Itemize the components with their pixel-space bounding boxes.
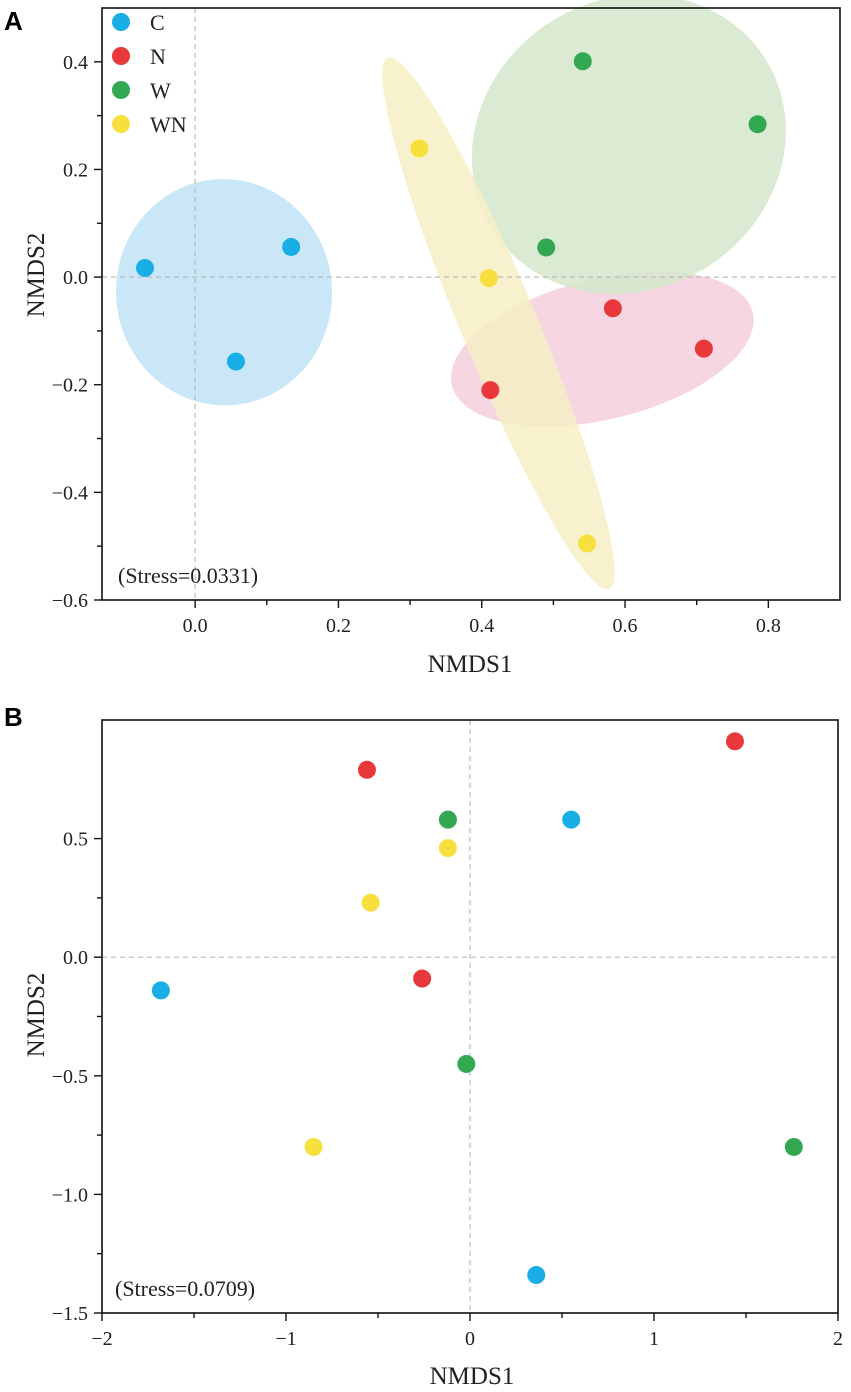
point-w bbox=[573, 52, 592, 71]
point-w bbox=[438, 810, 457, 829]
legend-marker-n bbox=[112, 47, 130, 65]
point-wn bbox=[479, 269, 498, 288]
legend-marker-c bbox=[112, 13, 130, 31]
point-c bbox=[282, 237, 301, 256]
ellipse-wn bbox=[382, 57, 615, 590]
y-tick-label: 0.5 bbox=[63, 829, 88, 851]
x-tick-label: 0 bbox=[465, 1328, 475, 1350]
x-tick-label: 0.4 bbox=[469, 615, 494, 637]
point-w bbox=[537, 238, 556, 257]
y-axis-label-b: NMDS2 bbox=[23, 973, 50, 1058]
x-axis-label-b: NMDS1 bbox=[430, 1363, 515, 1390]
ellipse-c bbox=[116, 178, 333, 406]
y-tick-label: 0.2 bbox=[63, 159, 88, 181]
panel-b: B −2 −1 0 1 2 −1.5 −1.0 −0.5 0.0 0.5 (Stress=0.07… bbox=[4, 702, 843, 1390]
stress-annotation-b: (Stress=0.0709) bbox=[115, 1276, 255, 1301]
zero-lines-b bbox=[102, 720, 838, 1313]
y-tick-label: −0.4 bbox=[52, 482, 88, 504]
x-tick-label: 0.0 bbox=[183, 615, 208, 637]
x-tick-label: 0.6 bbox=[613, 615, 638, 637]
point-n bbox=[357, 760, 376, 779]
y-tick-label: −1.0 bbox=[52, 1184, 88, 1206]
points-a bbox=[135, 52, 767, 553]
x-tick-label: 2 bbox=[833, 1328, 843, 1350]
y-tick-label: −0.2 bbox=[52, 375, 88, 397]
y-tick-label: −1.5 bbox=[52, 1303, 88, 1325]
y-tick-label: 0.4 bbox=[63, 52, 88, 74]
legend-a: CNW WN bbox=[112, 10, 187, 137]
point-c bbox=[527, 1266, 546, 1285]
point-n bbox=[694, 339, 713, 358]
point-wn bbox=[361, 893, 380, 912]
legend-label-n: N bbox=[150, 44, 166, 69]
y-axis-label-a: NMDS2 bbox=[23, 233, 50, 318]
point-wn bbox=[304, 1137, 323, 1156]
panel-a: A 0.0 0.2 0.4 0.6 0.8 −0.6 −0.4 −0.2 0.0 0.2 0.4 (… bbox=[4, 0, 841, 678]
y-tick-label: −0.6 bbox=[52, 590, 88, 612]
legend-marker-wn bbox=[112, 115, 130, 133]
legend-label-wn: WN bbox=[150, 112, 187, 137]
point-c bbox=[562, 810, 581, 829]
y-tick-label: −0.5 bbox=[52, 1066, 88, 1088]
stress-annotation-a: (Stress=0.0331) bbox=[118, 563, 258, 588]
plot-frame bbox=[101, 7, 841, 601]
axes-a: 0.0 0.2 0.4 0.6 0.8 −0.6 −0.4 −0.2 0.0 0.2 0.4 bbox=[52, 7, 841, 637]
panel-label-a: A bbox=[4, 6, 23, 36]
points-b bbox=[151, 732, 803, 1285]
point-wn bbox=[410, 139, 429, 158]
x-tick-label: 1 bbox=[649, 1328, 659, 1350]
point-w bbox=[748, 115, 767, 134]
point-c bbox=[226, 352, 245, 371]
point-n bbox=[413, 969, 432, 988]
point-w bbox=[784, 1137, 803, 1156]
group-ellipses-a bbox=[116, 0, 786, 590]
legend-marker-w bbox=[112, 81, 130, 99]
panel-label-b: B bbox=[4, 702, 23, 732]
y-tick-label: 0.0 bbox=[63, 947, 88, 969]
ellipse-w bbox=[471, 0, 786, 295]
legend-label-w: W bbox=[150, 78, 171, 103]
point-n bbox=[725, 732, 744, 751]
x-tick-label: −1 bbox=[275, 1328, 296, 1350]
y-tick-label: 0.0 bbox=[63, 267, 88, 289]
point-n bbox=[481, 381, 500, 400]
x-tick-label: 0.2 bbox=[326, 615, 351, 637]
point-w bbox=[457, 1054, 476, 1073]
x-tick-label: 0.8 bbox=[756, 615, 781, 637]
x-axis-label-a: NMDS1 bbox=[428, 651, 513, 678]
point-c bbox=[151, 981, 170, 1000]
x-tick-label: −2 bbox=[91, 1328, 112, 1350]
point-c bbox=[135, 258, 154, 277]
legend-label-c: C bbox=[150, 10, 165, 35]
point-n bbox=[603, 299, 622, 318]
zero-lines-a bbox=[102, 8, 840, 600]
axes-b: −2 −1 0 1 2 −1.5 −1.0 −0.5 0.0 0.5 bbox=[52, 719, 843, 1350]
point-wn bbox=[438, 839, 457, 858]
point-wn bbox=[578, 534, 597, 553]
